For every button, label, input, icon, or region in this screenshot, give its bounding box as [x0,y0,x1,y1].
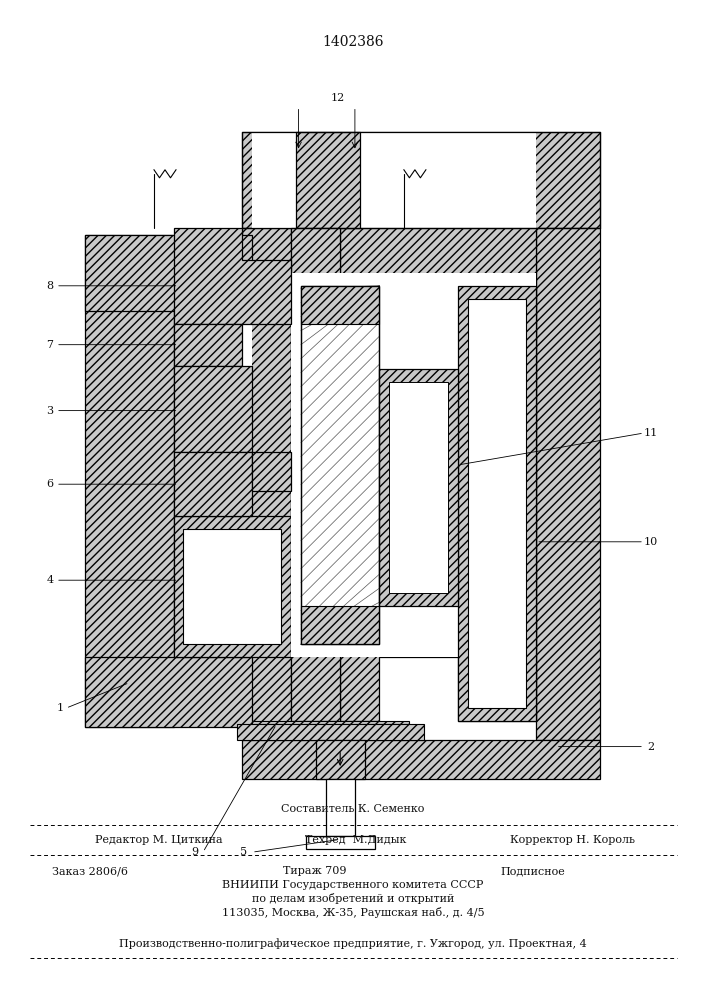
Text: 4: 4 [47,575,54,585]
Text: 10: 10 [644,537,658,547]
Text: Подписное: Подписное [500,866,565,876]
Polygon shape [536,228,600,740]
Text: 6: 6 [47,479,54,489]
Polygon shape [380,369,458,606]
Bar [301,286,380,644]
Polygon shape [86,235,174,727]
Text: 11: 11 [644,428,658,438]
Text: 9: 9 [192,847,199,857]
Polygon shape [301,286,380,644]
Text: ВНИИПИ Государственного комитета СССР: ВНИИПИ Государственного комитета СССР [222,880,484,890]
Polygon shape [389,382,448,593]
Polygon shape [174,228,291,324]
Polygon shape [291,228,340,721]
Polygon shape [86,657,252,727]
Text: 8: 8 [47,281,54,291]
Text: 1: 1 [57,703,64,713]
Text: Редактор М. Циткина: Редактор М. Циткина [95,835,223,845]
Text: 2: 2 [648,742,655,752]
Text: Техред  М.Дидык: Техред М.Дидык [305,835,407,845]
Polygon shape [252,721,409,724]
Text: 12: 12 [331,93,345,103]
Polygon shape [183,529,281,644]
Text: Корректор Н. Король: Корректор Н. Король [510,835,635,845]
Text: 5: 5 [240,847,247,857]
Bar [252,132,296,228]
Bar [360,132,536,228]
Bar [105,145,595,785]
Polygon shape [306,836,375,849]
Polygon shape [243,740,340,779]
Polygon shape [252,452,291,491]
Text: Тираж 709: Тираж 709 [283,866,346,876]
Polygon shape [174,516,291,657]
Text: 3: 3 [47,406,54,416]
Polygon shape [340,228,536,721]
Polygon shape [316,740,365,779]
Bar [174,311,252,657]
Polygon shape [301,606,380,644]
Text: Производственно-полиграфическое предприятие, г. Ужгород, ул. Проектная, 4: Производственно-полиграфическое предприя… [119,939,587,949]
Polygon shape [238,724,423,740]
Polygon shape [174,324,243,366]
Text: 7: 7 [47,340,54,350]
Text: Заказ 2806/6: Заказ 2806/6 [52,866,128,876]
Polygon shape [174,366,252,452]
Polygon shape [467,299,527,708]
Text: по делам изобретений и открытий: по делам изобретений и открытий [252,894,454,904]
Polygon shape [340,740,600,779]
Polygon shape [296,132,360,228]
Polygon shape [86,235,252,311]
Polygon shape [291,273,536,657]
Text: Составитель К. Семенко: Составитель К. Семенко [281,804,425,814]
Text: 1402386: 1402386 [322,35,384,49]
Polygon shape [243,228,291,740]
Polygon shape [174,452,252,516]
Polygon shape [301,286,380,324]
Polygon shape [243,132,600,228]
Polygon shape [325,779,355,836]
Text: 113035, Москва, Ж-35, Раушская наб., д. 4/5: 113035, Москва, Ж-35, Раушская наб., д. … [222,908,484,918]
Polygon shape [458,286,536,721]
